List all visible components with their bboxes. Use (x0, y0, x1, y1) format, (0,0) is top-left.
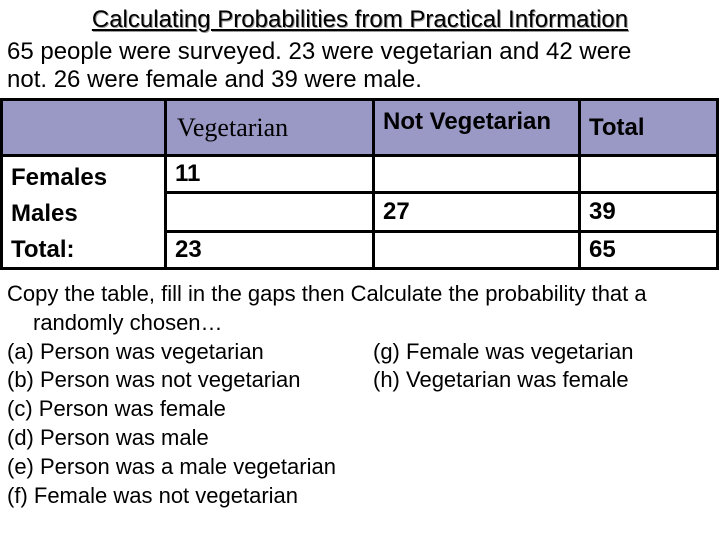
row-labels: Females Males Total: (3, 157, 164, 267)
instructions-line-2: randomly chosen… (33, 309, 223, 335)
intro-line-2: not. 26 were female and 39 were male. (7, 66, 422, 93)
row-label-total: Total: (11, 236, 75, 263)
cell-total-not-vegetarian (375, 233, 578, 267)
question-f: (f) Female was not vegetarian (7, 482, 299, 508)
task-text: Copy the table, fill in the gaps then Ca… (7, 280, 713, 510)
table-header-corner (3, 101, 164, 154)
cell-males-not-vegetarian: 27 (375, 194, 578, 230)
cell-total-vegetarian: 23 (167, 233, 372, 267)
cell-females-total (581, 157, 716, 191)
question-g: (g) Female was vegetarian (373, 338, 634, 364)
question-b: (b) Person was not vegetarian (7, 367, 301, 393)
cell-females-vegetarian: 11 (167, 157, 372, 191)
question-h: (h) Vegetarian was female (373, 367, 629, 393)
instructions-line-1: Copy the table, fill in the gaps then Ca… (7, 281, 647, 306)
cell-total-total: 65 (581, 233, 716, 267)
table-header-not-vegetarian: Not Vegetarian (375, 101, 578, 154)
cell-males-vegetarian (167, 194, 372, 230)
two-way-table: Vegetarian Not Vegetarian Total Females … (0, 98, 719, 270)
table-header-vegetarian: Vegetarian (167, 101, 372, 154)
cell-males-total: 39 (581, 194, 716, 230)
question-c: (c) Person was female (7, 396, 226, 422)
table-header-total: Total (581, 101, 716, 154)
row-label-females: Females (11, 164, 108, 191)
cell-females-not-vegetarian (375, 157, 578, 191)
question-e: (e) Person was a male vegetarian (7, 453, 336, 479)
question-a: (a) Person was vegetarian (7, 338, 264, 364)
slide-title: Calculating Probabilities from Practical… (91, 6, 629, 33)
question-d: (d) Person was male (7, 424, 209, 450)
intro-line-1: 65 people were surveyed. 23 were vegetar… (7, 38, 632, 65)
intro-text: 65 people were surveyed. 23 were vegetar… (7, 38, 713, 94)
row-label-males: Males (11, 200, 78, 227)
